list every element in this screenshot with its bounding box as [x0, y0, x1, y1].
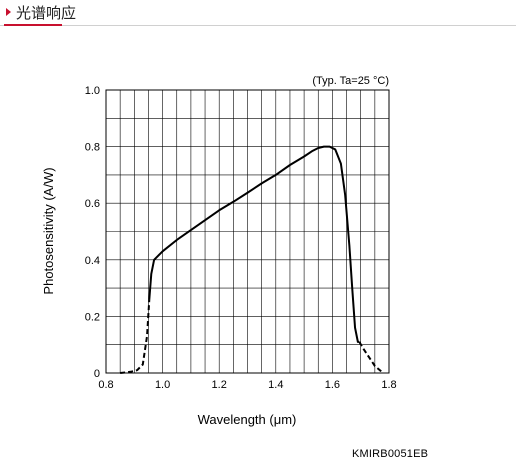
y-tick-label: 0.4 — [85, 255, 100, 267]
y-tick-label: 0.8 — [85, 142, 100, 154]
series-line-dashed-2 — [358, 341, 384, 374]
x-tick-label: 1.0 — [155, 379, 170, 391]
x-axis-label: Wavelength (μm) — [198, 412, 297, 427]
x-tick-label: 1.6 — [325, 379, 340, 391]
y-tick-labels: 0 0.2 0.4 0.6 0.8 1.0 — [85, 85, 100, 380]
figure-code: KMIRB0051EB — [352, 448, 429, 460]
series-line-dashed-1 — [120, 299, 151, 374]
y-tick-label: 1.0 — [85, 85, 100, 97]
grid — [106, 90, 389, 373]
x-tick-label: 1.8 — [381, 379, 396, 391]
series-line-solid — [148, 145, 360, 343]
x-tick-label: 1.4 — [268, 379, 283, 391]
y-axis-label: Photosensitivity (A/W) — [41, 167, 56, 294]
y-tick-label: 0.2 — [85, 311, 100, 323]
header-accent-underline — [4, 24, 62, 26]
x-tick-label: 1.2 — [212, 379, 227, 391]
y-tick-label: 0.6 — [85, 198, 100, 210]
section-header: 光谱响应 — [0, 0, 516, 28]
series-layer — [120, 145, 384, 374]
conditions-note: (Typ. Ta=25 °C) — [312, 75, 389, 87]
x-tick-label: 0.8 — [98, 379, 113, 391]
x-tick-labels: 0.8 1.0 1.2 1.4 1.6 1.8 — [98, 379, 396, 391]
header-divider — [0, 25, 516, 26]
plot-frame — [105, 89, 390, 374]
section-title: 光谱响应 — [16, 4, 77, 22]
y-tick-label: 0 — [94, 368, 100, 380]
bullet-arrow-icon — [6, 8, 11, 16]
